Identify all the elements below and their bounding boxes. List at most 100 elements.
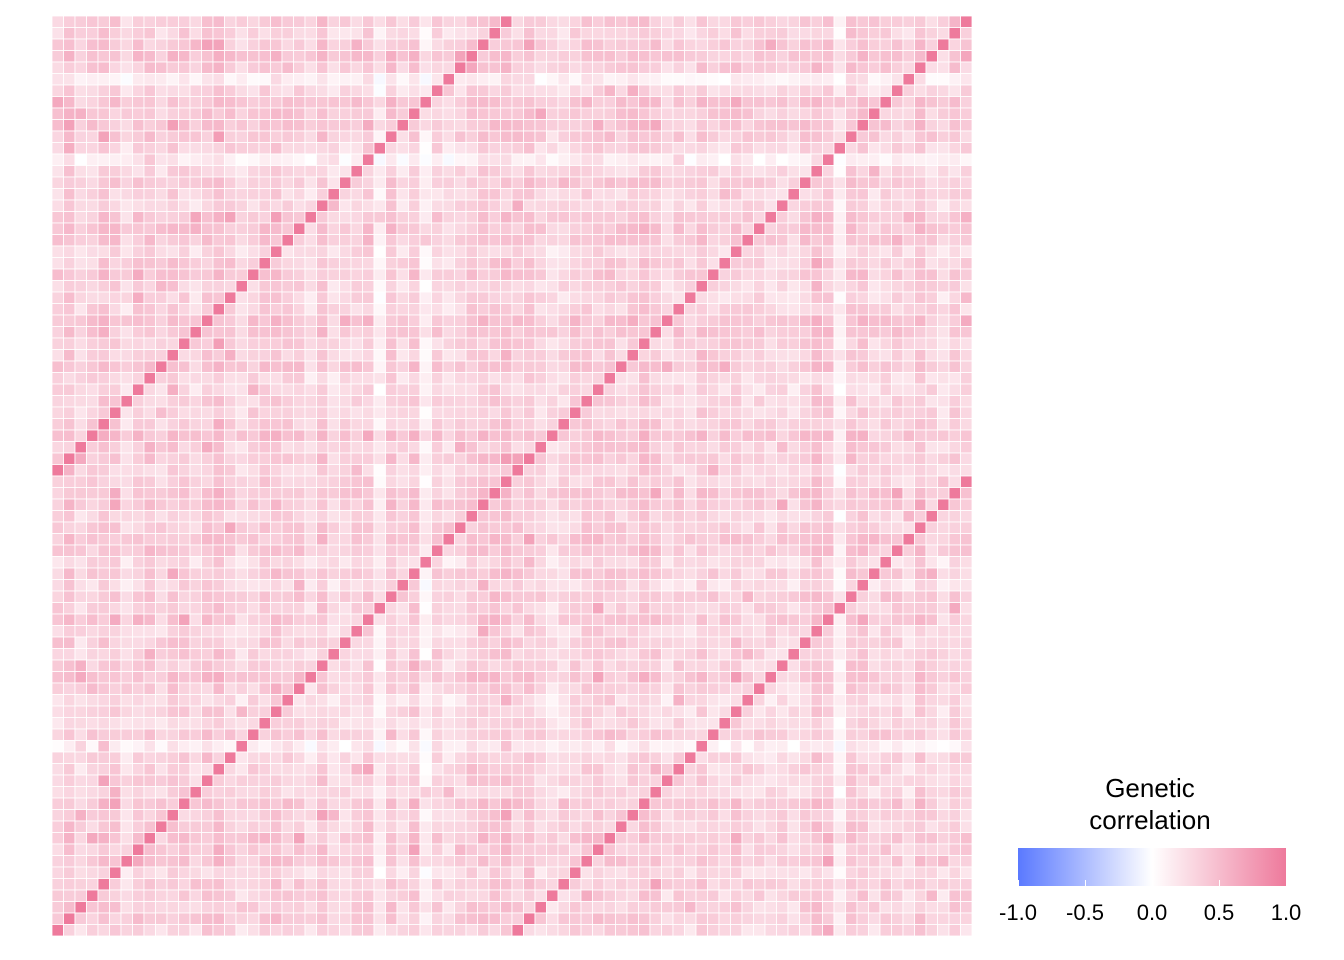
heatmap-cell — [143, 257, 156, 270]
heatmap-cell — [442, 268, 455, 281]
heatmap-cell — [477, 498, 490, 511]
heatmap-cell — [925, 360, 938, 373]
heatmap-cell — [902, 487, 915, 500]
heatmap-cell — [477, 268, 490, 281]
heatmap-cell — [52, 38, 64, 51]
heatmap-cell — [63, 303, 76, 316]
heatmap-cell — [638, 142, 651, 155]
heatmap-cell — [523, 636, 536, 649]
heatmap-cell — [822, 498, 835, 511]
heatmap-cell — [822, 153, 835, 166]
heatmap-cell — [534, 268, 547, 281]
heatmap-cell — [787, 452, 800, 465]
heatmap-cell — [960, 84, 972, 97]
heatmap-cell — [638, 61, 651, 74]
heatmap-cell — [465, 498, 478, 511]
heatmap-cell — [787, 648, 800, 661]
heatmap-cell — [178, 130, 191, 143]
heatmap-cell — [511, 326, 524, 339]
heatmap-cell — [120, 176, 133, 189]
heatmap-cell — [385, 50, 398, 63]
heatmap-cell — [189, 613, 202, 626]
heatmap-cell — [97, 682, 110, 695]
heatmap-cell — [615, 326, 628, 339]
heatmap-cell — [166, 705, 179, 718]
heatmap-cell — [304, 475, 317, 488]
heatmap-cell — [97, 38, 110, 51]
heatmap-cell — [925, 142, 938, 155]
heatmap-cell — [799, 176, 812, 189]
heatmap-cell — [799, 303, 812, 316]
heatmap-cell — [373, 452, 386, 465]
heatmap-cell — [661, 211, 674, 224]
heatmap-cell — [408, 268, 421, 281]
heatmap-cell — [707, 360, 720, 373]
heatmap-cell — [603, 464, 616, 477]
heatmap-cell — [327, 268, 340, 281]
heatmap-cell — [764, 694, 777, 707]
heatmap-cell — [385, 625, 398, 638]
heatmap-cell — [373, 349, 386, 362]
heatmap-cell — [948, 245, 961, 258]
heatmap-cell — [937, 418, 950, 431]
heatmap-cell — [937, 510, 950, 523]
heatmap-cell — [63, 337, 76, 350]
heatmap-cell — [810, 199, 823, 212]
heatmap-cell — [615, 142, 628, 155]
heatmap-cell — [534, 441, 547, 454]
heatmap-cell — [845, 625, 858, 638]
heatmap-cell — [799, 291, 812, 304]
heatmap-cell — [396, 521, 409, 534]
heatmap-cell — [684, 38, 697, 51]
heatmap-cell — [86, 521, 99, 534]
heatmap-cell — [235, 395, 248, 408]
heatmap-cell — [465, 395, 478, 408]
heatmap-cell — [799, 636, 812, 649]
heatmap-cell — [120, 291, 133, 304]
heatmap-cell — [327, 153, 340, 166]
heatmap-cell — [189, 429, 202, 442]
heatmap-cell — [189, 705, 202, 718]
heatmap-cell — [97, 464, 110, 477]
heatmap-cell — [52, 671, 64, 684]
heatmap-cell — [304, 602, 317, 615]
heatmap-cell — [258, 556, 271, 569]
heatmap-cell — [258, 682, 271, 695]
heatmap-cell — [74, 165, 87, 178]
heatmap-cell — [477, 291, 490, 304]
heatmap-cell — [166, 682, 179, 695]
heatmap-cell — [718, 429, 731, 442]
heatmap-cell — [730, 475, 743, 488]
heatmap-cell — [97, 268, 110, 281]
heatmap-cell — [661, 452, 674, 465]
heatmap-cell — [810, 487, 823, 500]
heatmap-cell — [799, 280, 812, 293]
heatmap-cell — [120, 165, 133, 178]
heatmap-cell — [511, 280, 524, 293]
heatmap-cell — [845, 165, 858, 178]
heatmap-cell — [649, 464, 662, 477]
heatmap-cell — [764, 625, 777, 638]
heatmap-cell — [523, 429, 536, 442]
heatmap-cell — [810, 648, 823, 661]
heatmap-cell — [764, 314, 777, 327]
heatmap-cell — [730, 153, 743, 166]
heatmap-cell — [281, 38, 294, 51]
heatmap-cell — [477, 682, 490, 695]
heatmap-cell — [684, 107, 697, 120]
heatmap-cell — [580, 165, 593, 178]
heatmap-cell — [879, 406, 892, 419]
heatmap-cell — [488, 280, 501, 293]
heatmap-cell — [304, 119, 317, 132]
heatmap-cell — [523, 418, 536, 431]
heatmap-cell — [362, 84, 375, 97]
heatmap-cell — [293, 498, 306, 511]
heatmap-cell — [787, 475, 800, 488]
heatmap-cell — [327, 96, 340, 109]
heatmap-cell — [293, 533, 306, 546]
heatmap-cell — [511, 625, 524, 638]
heatmap-cell — [419, 326, 432, 339]
heatmap-cell — [477, 694, 490, 707]
heatmap-cell — [408, 372, 421, 385]
heatmap-cell — [281, 659, 294, 672]
